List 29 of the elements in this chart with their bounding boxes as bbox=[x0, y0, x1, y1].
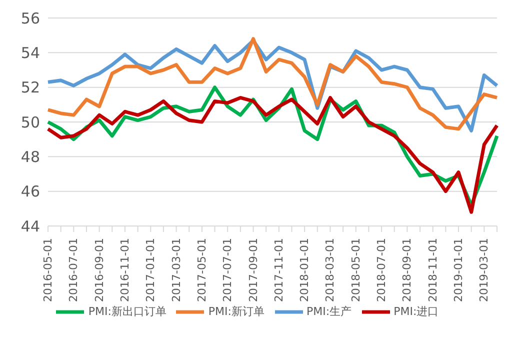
y-tick-label: 48 bbox=[20, 148, 40, 166]
legend-label: PMI:进口 bbox=[394, 305, 439, 318]
x-tick-label: 2017-05-01 bbox=[195, 238, 208, 302]
y-tick-label: 54 bbox=[20, 44, 40, 62]
legend-label: PMI:新订单 bbox=[208, 305, 264, 318]
y-tick-label: 52 bbox=[20, 78, 40, 97]
x-tick-label: 2018-07-01 bbox=[375, 238, 388, 302]
x-tick-label: 2018-11-01 bbox=[426, 238, 440, 302]
x-tick-label: 2017-03-01 bbox=[170, 238, 183, 302]
y-tick-label: 46 bbox=[20, 182, 40, 201]
legend-label: PMI:生产 bbox=[306, 305, 352, 318]
x-tick-label: 2017-01-01 bbox=[144, 238, 158, 302]
x-tick-label: 2017-07-01 bbox=[221, 238, 234, 302]
x-tick-label: 2019-01-01 bbox=[452, 238, 466, 302]
x-tick-label: 2016-09-01 bbox=[92, 238, 106, 302]
y-tick-label: 50 bbox=[20, 113, 40, 132]
x-tick-label: 2016-05-01 bbox=[42, 238, 54, 302]
x-tick-label: 2018-01-01 bbox=[298, 238, 312, 302]
x-tick-label: 2018-03-01 bbox=[324, 238, 337, 302]
x-tick-label: 2016-11-01 bbox=[118, 238, 132, 302]
x-tick-label: 2017-09-01 bbox=[246, 238, 260, 302]
x-tick-label: 2019-03-01 bbox=[478, 238, 491, 302]
x-tick-label: 2018-05-01 bbox=[349, 238, 362, 302]
x-tick-label: 2018-09-01 bbox=[400, 238, 414, 302]
y-tick-label: 56 bbox=[20, 9, 40, 28]
y-tick-label: 44 bbox=[20, 217, 40, 236]
x-tick-label: 2017-11-01 bbox=[272, 238, 286, 302]
legend-label: PMI:新出口订单 bbox=[88, 305, 166, 318]
x-tick-label: 2016-07-01 bbox=[67, 238, 80, 302]
